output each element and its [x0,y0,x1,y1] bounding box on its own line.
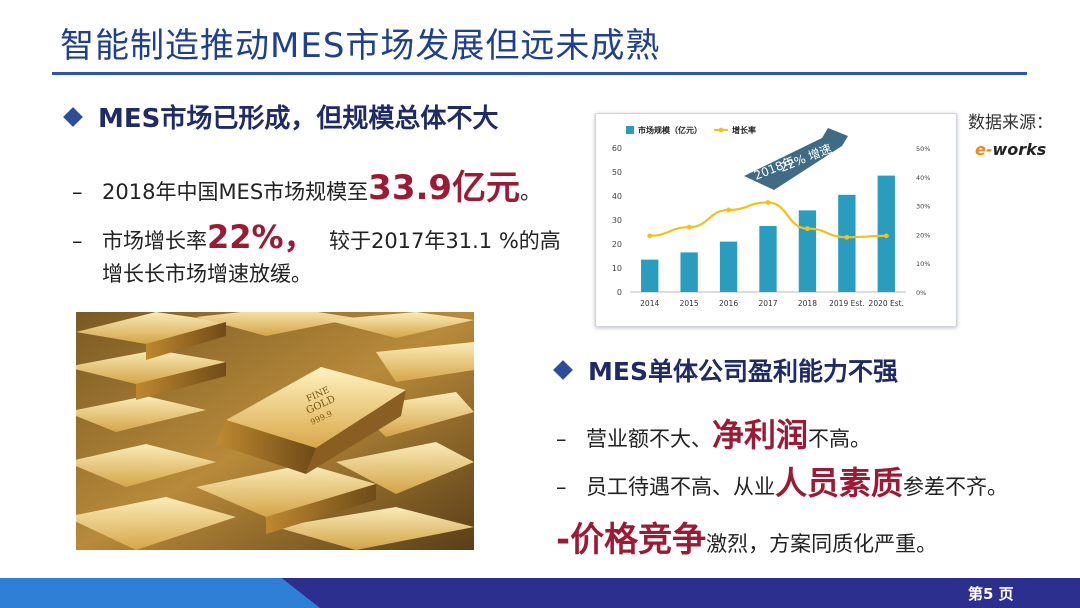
gold-bars-image: FINE GOLD 999.9 [76,312,474,550]
price-competition-dash: - [556,520,571,560]
section-heading-profit: MES单体公司盈利能力不强 [553,352,898,388]
eworks-logo-e: e- [975,140,993,159]
bullet-growth-rate: – 市场增长率22%， 较于2017年31.1 %的高 [72,212,561,258]
bar-2016 [719,241,738,292]
legend-label-line: 增长率 [732,125,756,135]
growth-point-2015 [686,224,692,230]
bullet-net-profit-pre: 营业额不大、 [586,427,712,451]
growth-point-2016 [726,207,731,213]
diamond-bullet-icon [553,360,573,380]
market-size-value: 33.9亿元 [368,168,521,208]
diamond-bullet-icon [63,106,83,127]
y-right-tick-label: 30% [916,203,930,211]
bar-2017 [759,226,777,292]
y-left-tick-label: 20 [612,240,622,249]
x-tick-label: 2017 [758,299,777,308]
y-left-tick-label: 10 [612,264,622,273]
page-title: 智能制造推动MES市场发展但远未成熟 [60,26,661,66]
x-tick-label: 2020 Est. [869,299,904,308]
footer-accent [0,578,320,608]
staff-quality-emph: 人员素质 [775,464,904,502]
bullet-market-size-post: 。 [520,180,542,204]
growth-rate-value: 22%， [207,218,316,256]
growth-point-2019 Est. [844,234,850,240]
bar-2014 [641,259,659,292]
legend-swatch-marker [718,127,724,133]
growth-point-2020 Est. [883,233,889,239]
data-source-label: 数据来源： [968,113,1053,133]
net-profit-emph: 净利润 [712,416,809,454]
bullet-growth-rate-pre: 市场增长率 [102,229,207,253]
page-number: 第5 页 [968,585,1014,603]
bullet-staff-quality: – 员工待遇不高、从业人员素质参差不齐。 [556,458,1008,504]
growth-point-2014 [647,233,653,239]
y-left-tick-label: 60 [612,144,622,153]
y-left-tick-label: 50 [612,168,622,177]
y-left-tick-label: 30 [612,216,622,225]
y-right-tick-label: 0% [916,289,926,297]
bullet-market-size: –2018年中国MES市场规模至33.9亿元。 [72,160,541,209]
bullet-staff-quality-pre: 员工待遇不高、从业 [586,475,775,499]
bullet-staff-quality-post: 参差不齐。 [903,475,1009,499]
y-right-tick-label: 50% [916,145,930,153]
dash-bullet-icon: – [72,229,83,253]
bar-2018 [798,210,817,292]
legend-label-bar: 市场规模（亿元） [638,125,702,135]
bullet-growth-rate-post: 较于2017年31.1 %的高 [315,229,561,253]
y-left-tick-label: 0 [617,288,622,297]
eworks-logo-text: works [992,140,1047,159]
section-heading-market-text: MES市场已形成，但规模总体不大 [98,104,499,134]
section-heading-profit-text: MES单体公司盈利能力不强 [588,357,898,386]
y-right-tick-label: 10% [916,260,930,268]
x-tick-label: 2015 [680,299,699,308]
x-tick-label: 2016 [719,299,738,308]
bar-2019 Est. [838,194,856,292]
bullet-net-profit: – 营业额不大、净利润不高。 [556,410,871,456]
section-heading-market: MES市场已形成，但规模总体不大 [63,98,499,135]
growth-point-2018 [805,226,810,232]
bar-2015 [680,252,698,292]
bullet-price-competition-post: 激烈，方案同质化严重。 [706,532,938,556]
eworks-logo: e-works [975,140,1046,159]
dash-bullet-icon: – [72,180,83,204]
bullet-price-competition: -价格竞争激烈，方案同质化严重。 [556,512,937,561]
y-right-tick-label: 40% [916,174,930,182]
x-tick-label: 2018 [798,299,817,308]
dash-bullet-icon: – [556,427,567,451]
price-competition-emph: 价格竞争 [570,520,707,560]
x-tick-label: 2019 Est. [829,299,864,308]
legend-swatch-bar [626,126,634,134]
bullet-market-size-pre: 2018年中国MES市场规模至 [102,180,369,204]
title-divider [52,72,1027,75]
market-chart-frame: 2018年 22% 增速 0 10 20 30 40 50 60 0% 10% 20% 30% 40% 50… [595,113,957,327]
bullet-growth-rate-continued: 增长长市场增速放缓。 [102,262,312,286]
dash-bullet-icon: – [556,475,567,499]
y-right-tick-label: 20% [916,231,930,239]
x-tick-label: 2014 [640,299,659,308]
growth-point-2017 [765,200,771,205]
gold-bars-photo: FINE GOLD 999.9 [76,312,474,550]
callout-arrow [744,128,848,190]
y-left-tick-label: 40 [612,192,622,201]
bullet-net-profit-post: 不高。 [808,427,872,451]
